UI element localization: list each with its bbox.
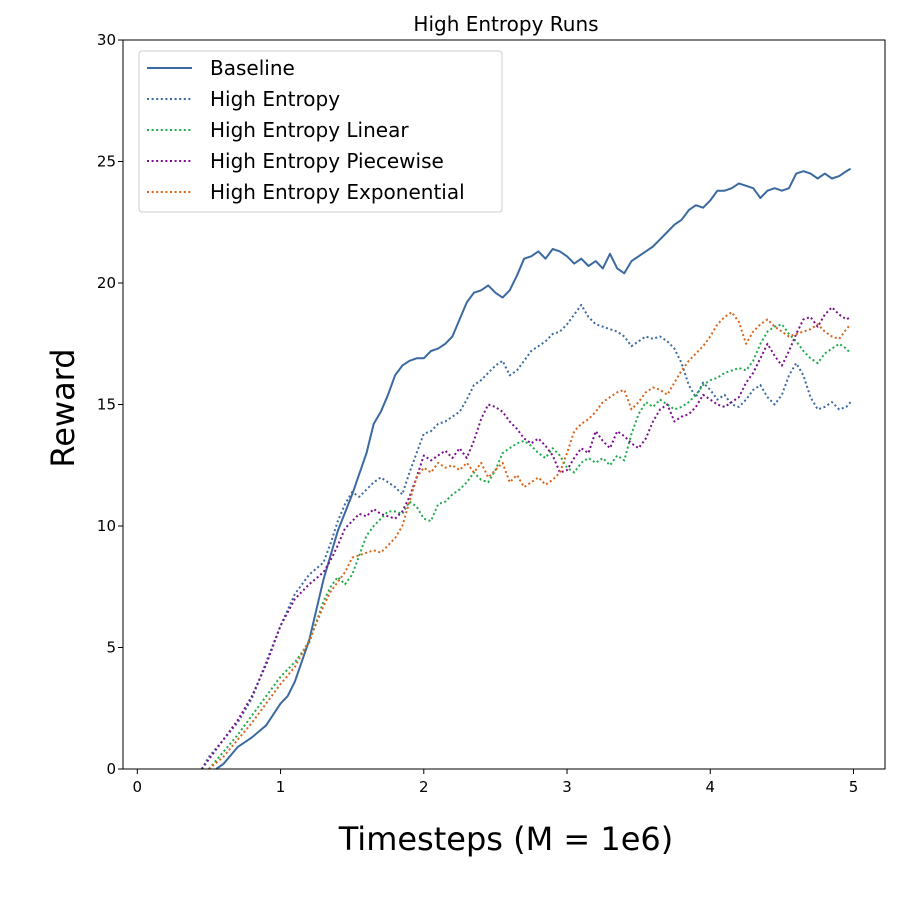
y-tick-label: 30 (97, 31, 116, 49)
x-tick-label: 0 (133, 778, 143, 796)
y-tick-label: 25 (97, 153, 116, 171)
legend-items: Baseline High Entropy High Entropy Linear H… (147, 56, 465, 204)
legend-label-high-entropy-piecewise: High Entropy Piecewise (210, 149, 444, 173)
legend-label-baseline: Baseline (210, 56, 295, 80)
series-layer (200, 167, 852, 770)
y-axis-label: Reward (44, 348, 82, 467)
y-tick-label: 20 (97, 274, 116, 292)
x-axis: 0 1 2 3 4 5 (133, 769, 859, 796)
series-line-baseline (215, 167, 852, 770)
x-tick-label: 5 (849, 778, 859, 796)
y-tick-label: 10 (97, 517, 116, 535)
legend-label-high-entropy-exponential: High Entropy Exponential (210, 180, 465, 204)
y-tick-label: 15 (97, 396, 116, 414)
x-tick-label: 4 (705, 778, 715, 796)
x-tick-label: 3 (562, 778, 572, 796)
y-tick-label: 5 (106, 639, 116, 657)
series-line-high-entropy-exponential (208, 311, 852, 770)
legend-box (138, 50, 503, 213)
chart-title: High Entropy Runs (413, 12, 598, 36)
legend-label-high-entropy: High Entropy (210, 87, 340, 111)
series-line-high-entropy-linear (208, 323, 852, 770)
series-line-high-entropy (200, 303, 852, 770)
y-tick-label: 0 (106, 760, 116, 778)
legend: Baseline High Entropy High Entropy Linear H… (138, 50, 503, 213)
x-axis-label: Timesteps (M = 1e6) (338, 820, 674, 858)
x-tick-label: 2 (419, 778, 429, 796)
x-tick-label: 1 (276, 778, 286, 796)
y-axis: 0 5 10 15 20 25 30 (97, 31, 123, 778)
legend-label-high-entropy-linear: High Entropy Linear (210, 118, 409, 142)
